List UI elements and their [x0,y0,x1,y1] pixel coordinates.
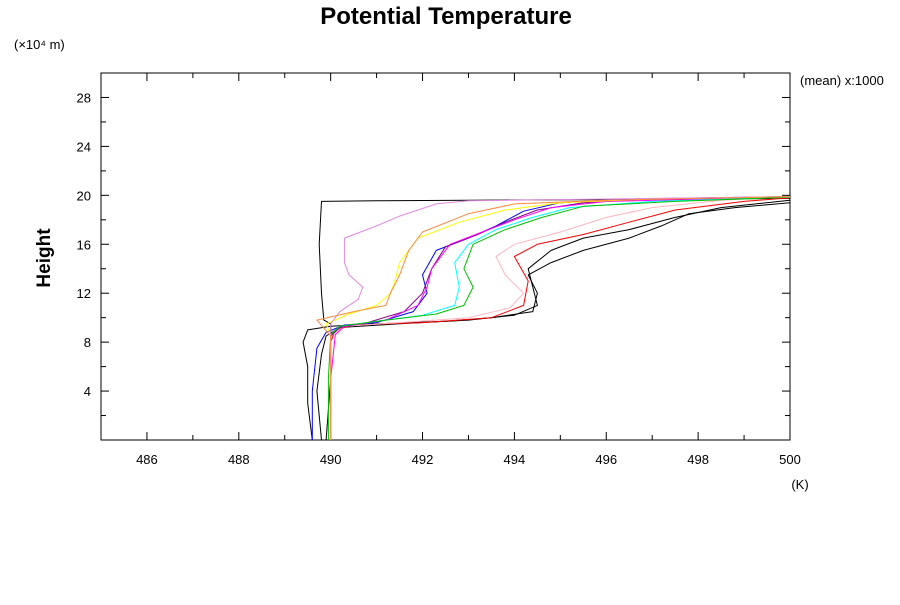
y-tick-label: 24 [77,139,91,154]
series-line-5 [330,196,790,440]
y-tick-label: 8 [84,335,91,350]
x-tick-label: 494 [504,452,526,467]
y-scale-label: (×10⁴ m) [14,37,65,52]
y-tick-label: 28 [77,90,91,105]
series-line-13 [316,196,790,440]
y-tick-label: 4 [84,384,91,399]
y-tick-label: 20 [77,188,91,203]
plot-frame [100,72,791,441]
series-line-6 [311,196,790,440]
y-tick-label: 12 [77,286,91,301]
x-tick-label: 498 [687,452,709,467]
series-line-12 [330,196,790,440]
x-tick-label: 492 [412,452,434,467]
series-line-11 [325,196,790,440]
x-tick-label: 486 [136,452,158,467]
x-tick-label: 488 [228,452,250,467]
series-line-4 [330,197,790,440]
series-line-10 [327,196,790,440]
chart-title: Potential Temperature [320,3,572,30]
series-line-8 [330,196,790,440]
x-tick-label: 496 [595,452,617,467]
plot-area: 486 488 490 492 494 496 498 500 4 8 12 16 20 24 28 [77,72,801,467]
mean-annotation: (mean) x:1000 [800,73,884,88]
x-unit-label: (K) [791,477,808,492]
x-tick-label: 490 [320,452,342,467]
series-line-3 [316,199,790,440]
series-line-2 [302,202,790,440]
y-axis-label: Height [34,228,55,288]
x-tick-label: 500 [779,452,801,467]
y-tick-label: 16 [77,237,91,252]
